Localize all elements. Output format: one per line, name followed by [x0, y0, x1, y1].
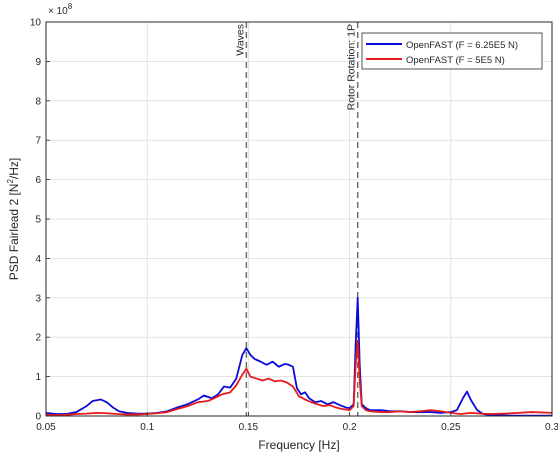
legend: OpenFAST (F = 6.25E5 N) OpenFAST (F = 5E…: [361, 32, 543, 70]
x-tick-label: 0.15: [239, 422, 259, 433]
y-axis-ticks: 0 1 2 3 4 5 6 7 8 9 10: [30, 18, 50, 423]
marker-label-2: Rotor Rotation: 1P: [346, 24, 358, 110]
y-tick-label: 8: [35, 96, 41, 107]
y-tick-label: 6: [35, 175, 41, 186]
x-tick-label: 0.25: [441, 422, 461, 433]
legend-label-series-1: OpenFAST (F = 6.25E5 N): [406, 40, 518, 51]
y-tick-label: 3: [35, 293, 41, 304]
y-tick-label: 5: [35, 215, 41, 226]
y-tick-label: 0: [35, 412, 41, 423]
frequency-markers: Waves Rotor Rotation: 1P: [234, 22, 359, 416]
y-tick-label: 2: [35, 333, 41, 344]
x-tick-label: 0.2: [343, 422, 357, 433]
series-line-2: [45, 339, 553, 417]
x-tick-label: 0.1: [140, 422, 154, 433]
series-layer: [45, 296, 553, 417]
legend-label-series-2: OpenFAST (F = 5E5 N): [406, 55, 505, 66]
x-axis-ticks: 0.05 0.1 0.15 0.2 0.25 0.3: [36, 412, 558, 433]
y-tick-label: 9: [35, 57, 41, 68]
x-tick-label: 0.3: [545, 422, 558, 433]
y-tick-label: 7: [35, 136, 41, 147]
x-axis-label: Frequency [Hz]: [258, 438, 339, 452]
y-exponent: × 108: [48, 2, 73, 17]
y-tick-label: 1: [35, 372, 41, 383]
marker-label-1: Waves: [234, 24, 246, 56]
y-tick-label: 10: [30, 18, 42, 29]
y-axis-label: PSD Fairlead 2 [N2/Hz]: [6, 158, 21, 281]
x-tick-label: 0.05: [36, 422, 56, 433]
y-tick-label: 4: [35, 254, 41, 265]
legend-box: [361, 32, 543, 70]
